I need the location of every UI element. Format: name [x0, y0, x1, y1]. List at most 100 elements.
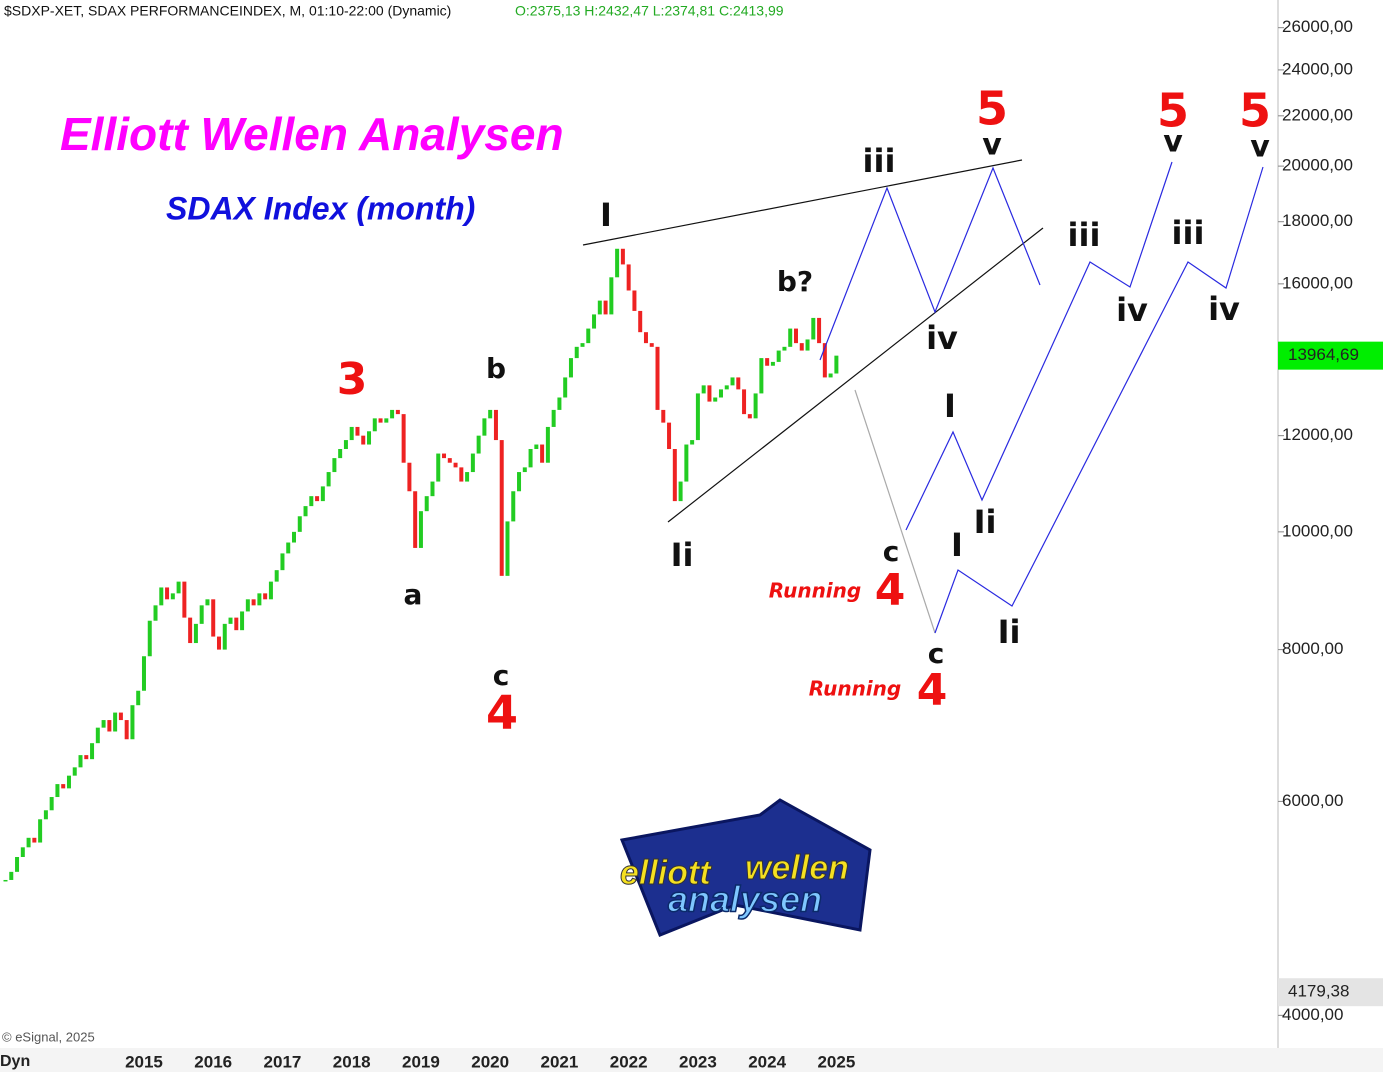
y-tick-label: 20000,00 — [1282, 156, 1353, 175]
chart-title: Elliott Wellen Analysen — [60, 108, 564, 160]
candle — [551, 409, 556, 427]
candle — [603, 300, 608, 315]
candle — [326, 472, 331, 487]
candle — [470, 453, 475, 473]
logo-text: analysen — [668, 879, 822, 920]
candle — [488, 409, 493, 419]
candle — [49, 797, 54, 811]
wave-label: I — [944, 387, 956, 425]
candle — [61, 784, 66, 789]
wave-label: 5 — [976, 82, 1008, 136]
y-tick-label: 8000,00 — [1282, 639, 1343, 658]
candle — [9, 871, 14, 880]
wave-label: iii — [1068, 216, 1101, 254]
wave-label: Ii — [671, 536, 694, 574]
candle — [707, 385, 712, 402]
candle — [511, 491, 516, 522]
wave-label: c — [928, 637, 945, 670]
candle — [43, 810, 48, 820]
candle — [222, 623, 227, 650]
y-tick-label: 12000,00 — [1282, 425, 1353, 444]
candle — [320, 486, 325, 502]
candle — [118, 712, 123, 721]
candle — [349, 426, 354, 441]
candle — [338, 449, 343, 459]
candle — [378, 418, 383, 423]
candle — [286, 542, 291, 554]
price-tag-label: 4179,38 — [1288, 982, 1349, 1001]
candle — [592, 314, 597, 329]
wave-label: 4 — [486, 686, 518, 740]
candle — [568, 358, 573, 378]
candle — [436, 453, 441, 482]
candle — [263, 593, 268, 600]
x-tick-label: 2016 — [194, 1052, 232, 1071]
candle — [522, 467, 527, 473]
ohlc-text: O:2375,13 H:2432,47 L:2374,81 C:2413,99 — [515, 3, 784, 19]
candle — [159, 587, 164, 606]
candle — [799, 343, 804, 351]
trend-line — [582, 159, 1023, 246]
candle — [626, 264, 631, 291]
wave-label: Ii — [974, 503, 997, 541]
candle — [736, 377, 741, 390]
candle — [113, 712, 118, 732]
price-tag — [1278, 978, 1383, 1007]
x-axis-panel — [0, 1048, 1383, 1072]
candle — [84, 755, 89, 760]
candle — [430, 481, 435, 497]
candle — [130, 705, 135, 740]
candle — [557, 397, 562, 410]
candle — [251, 599, 256, 606]
candle — [228, 617, 233, 624]
y-tick-label: 4000,00 — [1282, 1005, 1343, 1024]
candle — [753, 393, 758, 419]
candle — [643, 332, 648, 344]
logo-flag — [619, 798, 872, 937]
candle — [678, 481, 683, 502]
candle — [72, 767, 77, 776]
candle — [730, 377, 735, 386]
candle — [401, 414, 406, 463]
candle — [713, 397, 718, 402]
wave-label: Running — [769, 579, 861, 603]
candle — [170, 593, 175, 600]
candle — [176, 581, 181, 594]
background-layer: elliott wellen analysen — [619, 798, 872, 937]
chart-subtitle: SDAX Index (month) — [166, 190, 475, 226]
logo-text: elliott — [620, 854, 712, 892]
candle — [822, 343, 827, 378]
candle — [20, 847, 25, 857]
candle — [574, 346, 579, 359]
candle — [26, 837, 31, 848]
candle — [540, 444, 545, 463]
y-tick-label: 26000,00 — [1282, 17, 1353, 36]
candle — [66, 775, 71, 789]
wave-label: 4 — [875, 565, 906, 616]
wave-label: I — [600, 196, 612, 234]
candle — [788, 328, 793, 347]
y-tick-label: 22000,00 — [1282, 105, 1353, 124]
candle — [534, 444, 539, 450]
candle — [418, 511, 423, 548]
wave-label: iii — [863, 142, 896, 180]
candle — [395, 409, 400, 415]
x-tick-label: 2022 — [610, 1052, 648, 1071]
x-tick-label: 2025 — [817, 1052, 855, 1071]
candle — [580, 343, 585, 347]
candle — [15, 856, 20, 872]
wave-label: 3 — [337, 354, 368, 405]
candle — [545, 426, 550, 463]
wave-label: b — [486, 352, 506, 385]
trend-line — [667, 227, 1044, 523]
x-tick-label: 2019 — [402, 1052, 440, 1071]
candle — [367, 431, 372, 445]
candle — [476, 435, 481, 454]
candle — [528, 449, 533, 468]
candle — [355, 426, 360, 436]
candle — [211, 599, 216, 637]
wave-label: Running — [809, 677, 901, 701]
wave-label: a — [404, 578, 423, 611]
candle — [661, 409, 666, 423]
candle — [765, 358, 770, 366]
